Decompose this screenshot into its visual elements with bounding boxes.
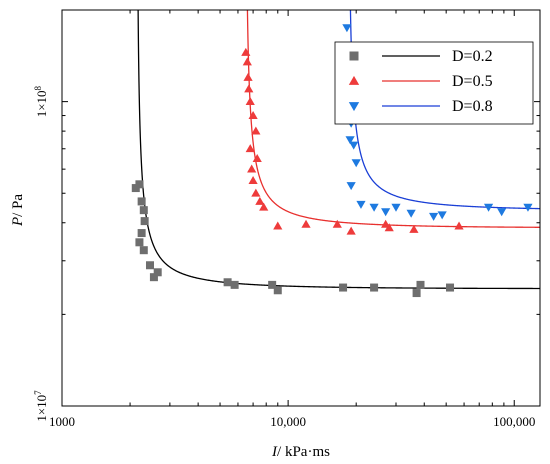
data-point xyxy=(384,223,394,232)
data-point xyxy=(223,278,232,287)
data-point xyxy=(381,208,391,217)
data-point xyxy=(497,208,507,217)
data-point xyxy=(349,141,359,150)
axis-ticks xyxy=(61,9,540,407)
data-point xyxy=(140,217,149,226)
data-point xyxy=(247,164,257,173)
data-point xyxy=(351,159,361,168)
fit-curve xyxy=(246,10,540,228)
data-point xyxy=(245,97,255,106)
data-point xyxy=(346,182,356,191)
data-point xyxy=(391,203,401,212)
y-axis-title: P/ Pa xyxy=(10,194,26,227)
data-point xyxy=(255,196,265,205)
data-point xyxy=(437,211,447,220)
legend-label: D=0.2 xyxy=(452,48,493,65)
data-point xyxy=(251,126,261,135)
data-point xyxy=(243,72,253,81)
legend-label: D=0.5 xyxy=(452,73,493,90)
data-point xyxy=(252,153,262,162)
data-point xyxy=(153,268,162,277)
data-point xyxy=(342,24,352,33)
data-point xyxy=(406,209,416,218)
data-point xyxy=(273,286,282,295)
x-axis-unit: / kPa·ms xyxy=(277,444,330,460)
data-point xyxy=(242,57,252,66)
legend-marker xyxy=(348,75,360,85)
data-point xyxy=(135,180,144,189)
data-point xyxy=(137,229,146,238)
data-point xyxy=(248,176,258,185)
data-point xyxy=(268,280,277,289)
data-point xyxy=(139,206,148,215)
data-point xyxy=(139,246,148,255)
data-point xyxy=(446,283,455,292)
data-point xyxy=(345,136,355,145)
y-tick-label-exponent: 8 xyxy=(33,85,43,90)
data-point xyxy=(356,200,366,209)
y-axis-var: P xyxy=(10,217,26,227)
legend-label: D=0.8 xyxy=(452,98,493,115)
data-point xyxy=(273,221,283,230)
y-axis-unit: / Pa xyxy=(10,194,26,217)
data-point xyxy=(149,273,158,282)
legend-box xyxy=(334,41,534,125)
x-tick-label: 1000 xyxy=(49,414,75,429)
data-point xyxy=(135,238,144,247)
x-tick-label: 100,000 xyxy=(493,414,535,429)
legend-marker xyxy=(348,102,360,112)
data-point xyxy=(332,219,342,228)
data-point xyxy=(259,202,269,211)
x-axis-title: I/ kPa·ms xyxy=(271,444,330,460)
data-point xyxy=(416,280,425,289)
x-tick-label: 10,000 xyxy=(270,414,306,429)
data-point xyxy=(523,203,533,212)
y-tick-label: 1×108 xyxy=(33,85,49,117)
plot-frame xyxy=(61,9,541,407)
y-tick-label: 1×107 xyxy=(33,390,49,422)
data-point xyxy=(241,47,251,56)
data-point xyxy=(301,219,311,228)
data-point xyxy=(245,144,255,153)
data-point xyxy=(429,212,439,221)
data-point xyxy=(369,203,379,212)
legend: D=0.2 D=0.5 D=0.8 xyxy=(334,41,534,125)
data-point xyxy=(230,280,239,289)
data-point xyxy=(483,203,494,212)
y-tick-label-exponent: 7 xyxy=(33,390,43,395)
data-point xyxy=(454,221,464,230)
x-axis-var: I xyxy=(271,444,278,460)
data-point xyxy=(346,226,356,235)
data-point xyxy=(145,261,154,270)
data-point xyxy=(248,110,258,119)
data-point xyxy=(370,283,379,292)
data-point xyxy=(251,188,261,197)
data-point xyxy=(409,224,419,233)
data-point xyxy=(412,289,421,298)
legend-marker xyxy=(349,51,359,61)
data-point xyxy=(244,84,254,93)
y-tick-label-base: 1×10 xyxy=(34,90,49,117)
y-tick-label-base: 1×10 xyxy=(34,395,49,422)
data-point xyxy=(339,283,348,292)
data-point xyxy=(137,197,146,206)
